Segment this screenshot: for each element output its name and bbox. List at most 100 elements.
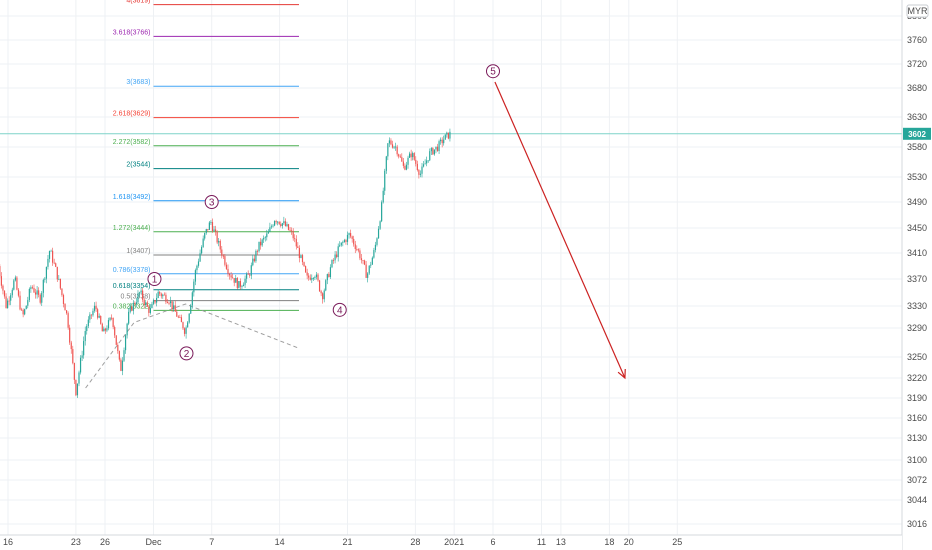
candle-body	[56, 266, 58, 280]
candle-body	[399, 156, 401, 158]
candle-body	[281, 223, 283, 226]
price-tick-label: 3044	[907, 495, 927, 505]
candle-body	[241, 286, 243, 287]
candle-body	[365, 264, 367, 278]
candle-body	[340, 242, 342, 246]
candle-body	[336, 254, 338, 258]
candle-body	[408, 153, 411, 158]
candle-body	[193, 281, 195, 293]
candle-body	[374, 244, 377, 251]
candle-body	[390, 140, 392, 145]
candle-body	[301, 255, 304, 263]
candle-body	[332, 260, 335, 261]
time-axis-background[interactable]	[0, 535, 902, 550]
candle-body	[98, 315, 100, 318]
candle-body	[7, 300, 9, 309]
candle-body	[67, 313, 69, 328]
wave-label-4[interactable]: 4	[332, 302, 347, 317]
candle-body	[137, 293, 139, 303]
candle-body	[218, 240, 220, 243]
candle-body	[419, 173, 422, 175]
projection-arrow[interactable]	[494, 81, 626, 380]
elliott-wave-labels[interactable]: 1 2 3 4 5	[147, 64, 500, 361]
candle-body	[87, 319, 89, 327]
candle-body	[208, 222, 210, 230]
candle-body	[410, 153, 412, 158]
wave-label-2[interactable]: 2	[179, 346, 194, 361]
candle-body	[47, 258, 49, 267]
candle-body	[2, 285, 4, 291]
wave-circle	[332, 302, 347, 317]
projection-line[interactable]	[494, 81, 626, 379]
candle-body	[166, 302, 169, 303]
candle-body	[75, 379, 77, 396]
projection-arrowhead	[617, 368, 626, 380]
candle-body	[126, 323, 128, 336]
dashed-trend-line[interactable]	[85, 303, 300, 389]
candle-body	[436, 146, 439, 151]
candle-body	[173, 305, 175, 309]
candle-body	[36, 290, 38, 295]
fibonacci-extension[interactable]: 0.382(3322)0.5(3338)0.618(3354)0.786(337…	[113, 0, 299, 311]
candle-body	[134, 302, 136, 305]
candle-body	[100, 315, 102, 324]
candle-body	[318, 280, 321, 292]
price-axis[interactable]: 3016 3044 3072 3100 3130 3160 3190 3220 3250 3290…	[907, 11, 927, 529]
last-price-label: 3602	[908, 130, 926, 139]
time-axis[interactable]: 16 23 26 Dec 7 14 21 28 2021 6 11 13 18 20 25	[3, 537, 682, 547]
candle-body	[259, 241, 262, 246]
candle-body	[194, 270, 197, 282]
candle-body	[211, 222, 214, 231]
candle-body	[83, 341, 85, 356]
candle-body	[325, 280, 327, 291]
candle-body	[10, 295, 12, 301]
candle-body	[402, 161, 404, 166]
candle-body	[337, 246, 339, 258]
candle-body	[146, 302, 148, 307]
price-tick-label: 3760	[907, 35, 927, 45]
candle-body	[413, 153, 415, 160]
candle-body	[25, 305, 27, 310]
wave-number: 2	[184, 349, 190, 360]
candle-body	[225, 264, 228, 269]
time-tick-label: 21	[342, 537, 352, 547]
price-tick-label: 3490	[907, 197, 927, 207]
candle-body	[142, 290, 144, 300]
time-tick-label: 7	[209, 537, 214, 547]
wave-label-5[interactable]: 5	[486, 64, 500, 79]
candle-body	[407, 157, 409, 165]
candle-body	[72, 349, 74, 363]
price-axis-background[interactable]	[902, 0, 932, 550]
candle-body	[118, 351, 120, 360]
price-tick-label: 3720	[907, 59, 927, 69]
fib-level-label: 2(3544)	[126, 162, 150, 169]
candle-body	[426, 160, 428, 164]
candle-body	[284, 221, 287, 226]
candle-body	[177, 316, 179, 318]
candle-body	[17, 289, 20, 296]
candle-body	[123, 350, 125, 361]
candle-body	[244, 278, 246, 285]
candle-body	[145, 302, 147, 305]
trend-lines[interactable]	[85, 303, 300, 389]
candle-body	[249, 274, 251, 276]
candle-body	[204, 233, 206, 239]
wave-label-3[interactable]: 3	[204, 195, 219, 209]
time-tick-label: 26	[100, 537, 110, 547]
price-tick-label: 3530	[907, 172, 927, 182]
candle-body	[405, 164, 408, 170]
candle-body	[289, 229, 291, 231]
candle-body	[216, 231, 218, 243]
candle-body	[0, 276, 3, 286]
candle-body	[412, 153, 414, 158]
candle-body	[323, 290, 325, 300]
candle-body	[424, 163, 426, 165]
candle-body	[317, 274, 319, 281]
wave-label-1[interactable]: 1	[147, 272, 162, 286]
candle-body	[446, 132, 448, 135]
candle-body	[84, 331, 86, 342]
candle-body	[230, 275, 232, 278]
candle-body	[152, 300, 155, 304]
candle-body	[311, 278, 313, 280]
